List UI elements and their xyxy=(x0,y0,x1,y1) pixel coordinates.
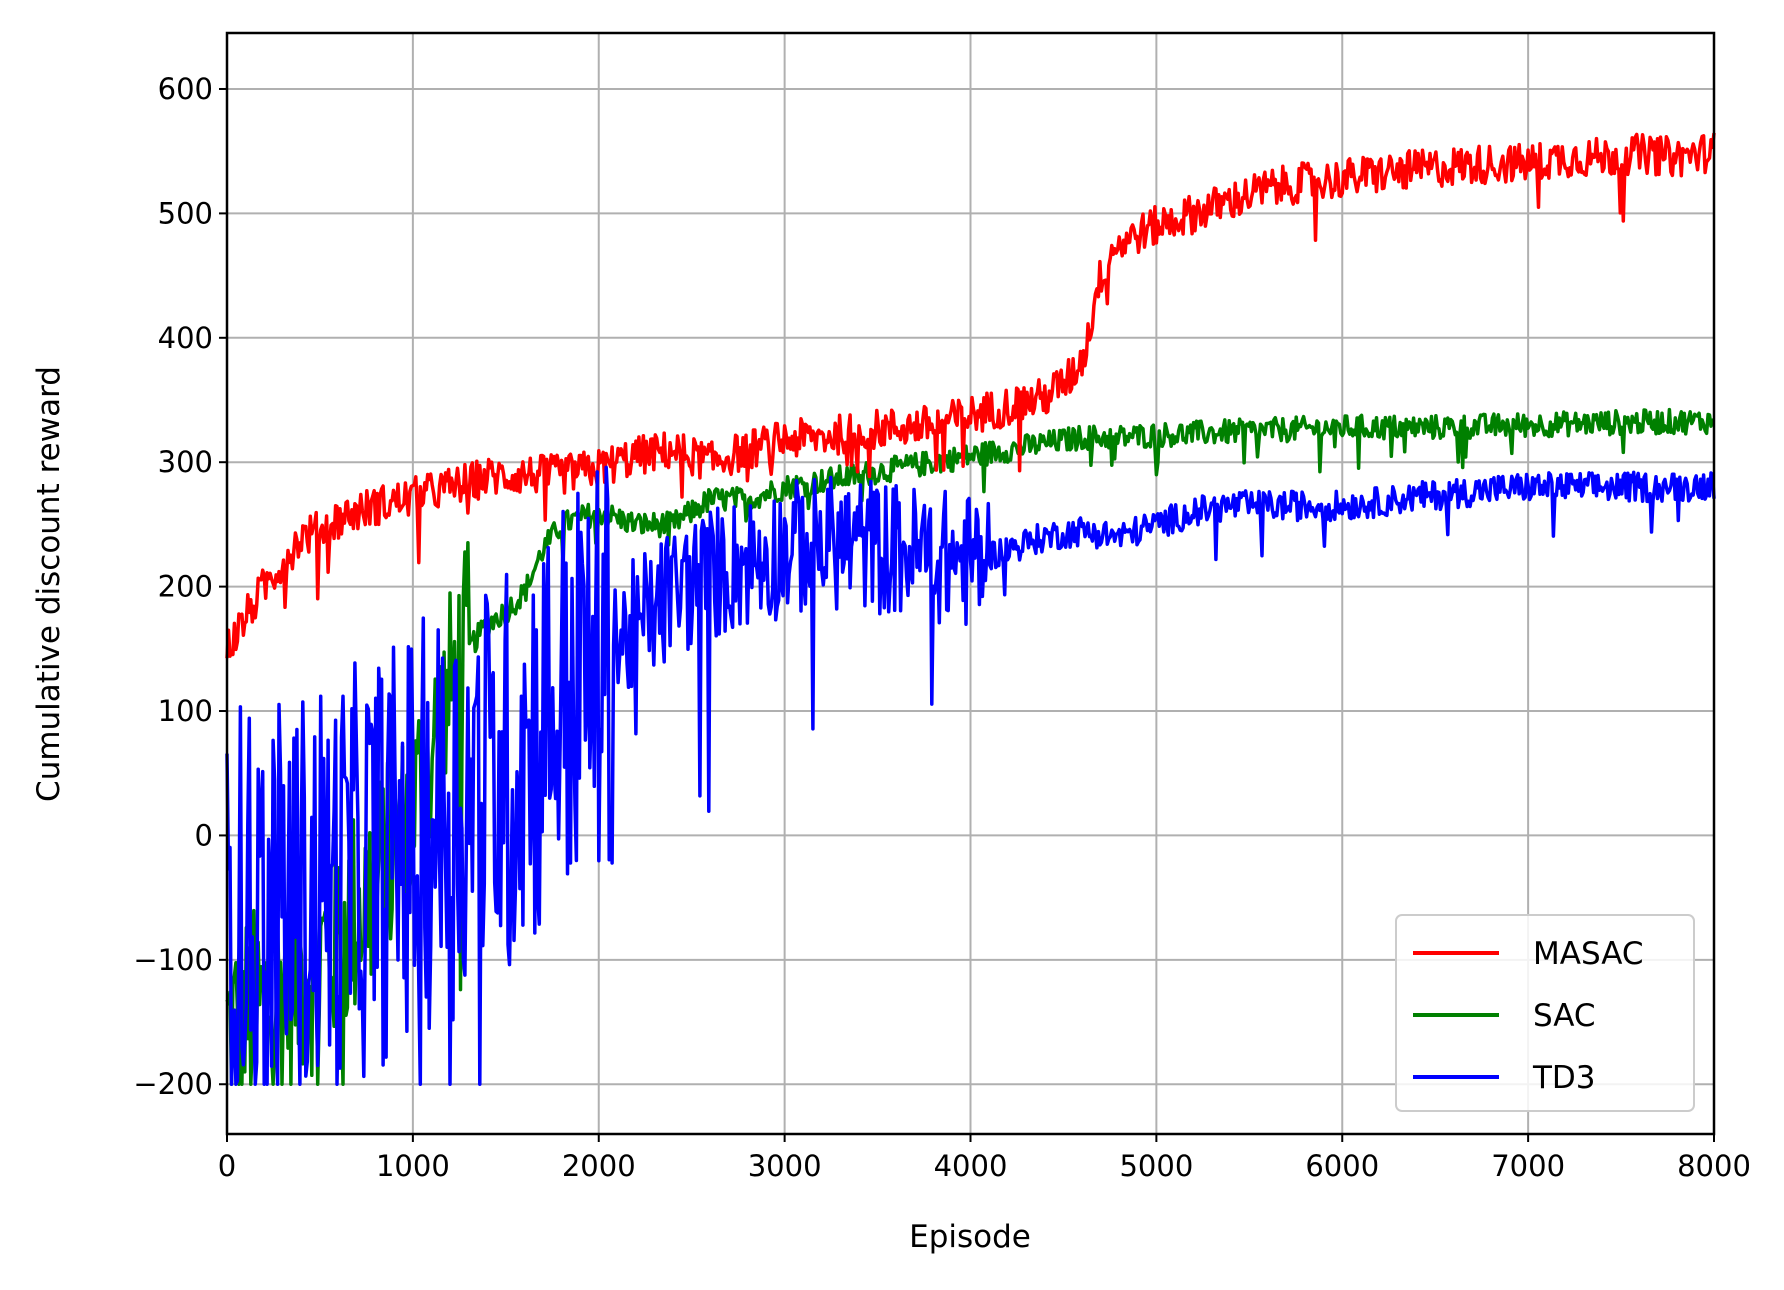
legend-label-masac: MASAC xyxy=(1533,936,1644,972)
x-tick-label: 4000 xyxy=(934,1149,1008,1183)
legend-entries: MASAC SAC TD3 xyxy=(1413,936,1644,1096)
y-tick-label: −200 xyxy=(133,1067,213,1101)
series-line-td3 xyxy=(225,465,1716,1086)
series-line-sac xyxy=(225,407,1715,1086)
legend-box xyxy=(1395,914,1695,1112)
x-tick-label: 3000 xyxy=(748,1149,822,1183)
series-line-masac xyxy=(225,132,1716,659)
axis-ticks xyxy=(219,87,1715,1142)
x-tick-label: 6000 xyxy=(1305,1149,1379,1183)
y-tick-label: 200 xyxy=(158,570,213,604)
x-tick-label: 8000 xyxy=(1677,1149,1751,1183)
x-tick-label: 1000 xyxy=(376,1149,450,1183)
y-tick-label: 600 xyxy=(158,72,213,106)
y-tick-label: 100 xyxy=(158,694,213,728)
x-tick-label: 5000 xyxy=(1119,1149,1193,1183)
legend-label-td3: TD3 xyxy=(1532,1060,1596,1096)
x-tick-label: 7000 xyxy=(1491,1149,1565,1183)
y-axis-label: Cumulative discount reward xyxy=(31,366,67,802)
x-tick-label: 0 xyxy=(218,1149,236,1183)
axis-tick-labels: 0 1000 2000 3000 4000 5000 6000 7000 8000−200−10… xyxy=(133,72,1751,1183)
series-layer xyxy=(225,132,1716,1086)
x-axis-label: Episode xyxy=(909,1219,1031,1255)
y-tick-label: −100 xyxy=(133,943,213,977)
legend: MASAC SAC TD3 xyxy=(1395,914,1695,1112)
y-tick-label: 500 xyxy=(158,196,213,230)
legend-label-sac: SAC xyxy=(1533,998,1596,1034)
y-tick-label: 300 xyxy=(158,445,213,479)
y-tick-label: 400 xyxy=(158,321,213,355)
x-tick-label: 2000 xyxy=(562,1149,636,1183)
y-tick-label: 0 xyxy=(195,818,213,852)
